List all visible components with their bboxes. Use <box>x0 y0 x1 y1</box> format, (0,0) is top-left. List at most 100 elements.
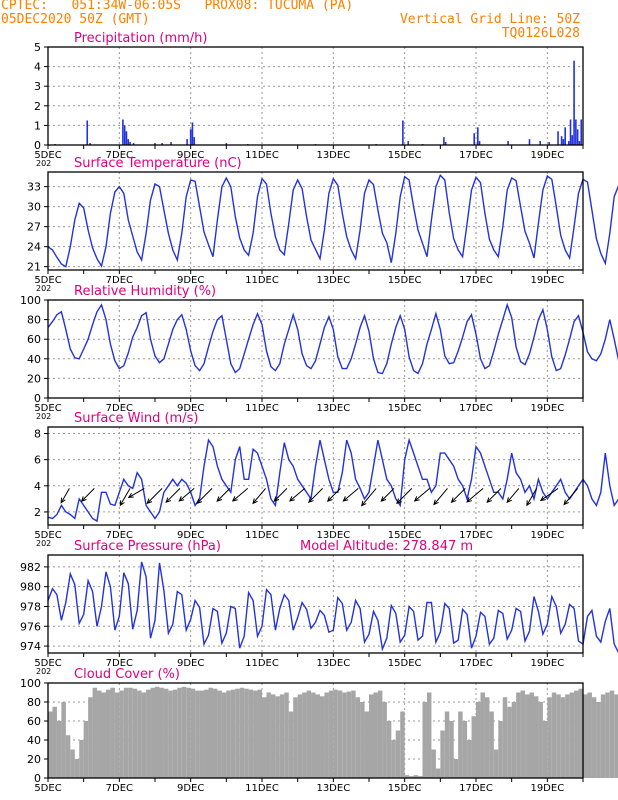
precip-bar <box>571 135 574 145</box>
wind-arrow <box>216 488 231 502</box>
rh-xtick-label: 5DEC <box>34 403 61 414</box>
precip-bar <box>443 137 445 145</box>
cloud-cover-bar <box>248 689 254 778</box>
precip-bar <box>193 137 196 145</box>
header-station-line: CPTEC: 051:34W-06:05S PROX08: TUCUMA (PA… <box>1 0 354 13</box>
cloud-cover-bar <box>489 711 494 778</box>
precip-xtick-label: 13DEC <box>316 150 350 161</box>
cloud-cover-bar <box>520 690 526 778</box>
precip-ytick-label: 0 <box>34 139 41 152</box>
precip-bar <box>580 119 583 145</box>
wind-arrow <box>327 488 341 502</box>
precip-bar <box>562 139 565 145</box>
cloud-ytick-label: 60 <box>27 715 41 728</box>
cloud-cover-bar <box>560 697 566 778</box>
precip-bar <box>548 142 550 145</box>
precip-bar <box>89 143 91 145</box>
pres-ytick-label: 982 <box>20 561 41 574</box>
wind-ytick-label: 8 <box>34 428 41 441</box>
cloud-cover-bar <box>578 688 584 778</box>
wind-arrow <box>81 488 95 502</box>
wind-xtick-label: 11DEC <box>245 530 279 541</box>
cloud-cover-bar <box>235 688 240 778</box>
cloud-cover-bar <box>583 694 588 778</box>
temp-ytick-label: 30 <box>27 201 41 214</box>
wind-arrow-head <box>342 496 349 502</box>
cloud-cover-bar <box>498 721 503 778</box>
cloud-cover-bar <box>360 702 365 778</box>
pres-frame <box>47 554 584 654</box>
wind-arrow-head <box>360 500 367 507</box>
cloud-cover-bar <box>547 697 552 778</box>
rh-ytick-label: 20 <box>27 372 41 385</box>
cloud-cover-bar <box>591 697 597 778</box>
cloud-xtick-label: 15DEC <box>388 783 422 794</box>
cloud-cover-bar <box>533 696 539 778</box>
cloud-ytick-label: 40 <box>27 734 41 747</box>
cloud-cover-bar <box>551 692 557 778</box>
header-date-line: 05DEC2020 50Z (GMT) <box>1 12 150 27</box>
pres-year-stub: 202 <box>36 667 51 676</box>
cloud-cover-bar <box>61 702 66 778</box>
rh-xtick-label: 13DEC <box>316 403 350 414</box>
wind-arrow <box>343 488 359 502</box>
cloud-cover-bar <box>101 692 106 778</box>
cloud-cover-bar <box>333 689 338 778</box>
cloud-cover-bar <box>105 689 111 778</box>
cloud-cover-bar <box>609 690 615 778</box>
cloud-cover-bar <box>493 749 499 778</box>
wind-arrow-head <box>231 496 238 502</box>
pres-xtick-label: 5DEC <box>34 658 61 669</box>
wind-title: Surface Wind (m/s) <box>74 411 198 426</box>
cloud-cover-bar <box>302 692 307 778</box>
precip-frame <box>47 46 584 146</box>
temp-year-stub: 202 <box>36 284 51 293</box>
cloud-cover-bar <box>79 740 84 778</box>
model-altitude-label: Model Altitude: 278.847 m <box>300 539 473 554</box>
cloud-cover-bar <box>404 775 410 778</box>
cloud-cover-bar <box>453 759 459 778</box>
cloud-cover-bar <box>159 687 164 778</box>
wind-arrow <box>232 488 249 502</box>
cloud-cover-bar <box>386 721 392 778</box>
temp-xtick-label: 7DEC <box>106 275 133 286</box>
precip-ytick-label: 5 <box>34 41 41 54</box>
cloud-cover-bar <box>382 702 387 778</box>
pres-xtick-label: 7DEC <box>106 658 133 669</box>
cloud-cover-bar <box>204 689 209 778</box>
precip-bar <box>444 142 447 145</box>
wind-arrow-head <box>486 497 493 504</box>
rh-xtick-label: 7DEC <box>106 403 133 414</box>
rh-year-stub: 202 <box>36 412 51 421</box>
temp-xtick-label: 9DEC <box>177 275 204 286</box>
wind-arrow <box>196 488 213 504</box>
cloud-cover-bar <box>484 697 490 778</box>
pres-ytick-label: 974 <box>20 640 41 653</box>
cloud-cover-bar <box>418 776 423 778</box>
precip-xtick-label: 5DEC <box>34 150 61 161</box>
cloud-cover-bar <box>217 690 222 778</box>
precip-bar <box>129 142 131 145</box>
temp-ytick-label: 33 <box>27 181 41 194</box>
cloud-cover-bar <box>462 721 468 778</box>
cloud-cover-bar <box>507 706 512 778</box>
temp-xtick-label: 13DEC <box>316 275 350 286</box>
wind-arrow-head <box>308 497 314 504</box>
cloud-cover-bar <box>150 687 156 778</box>
temp-title: Surface Temperature (nC) <box>74 156 242 171</box>
precip-xtick-label: 7DEC <box>106 150 133 161</box>
wind-arrow <box>178 488 195 502</box>
wind-arrow-head <box>60 497 66 504</box>
precip-bar <box>189 129 192 145</box>
temp-xtick-label: 19DEC <box>530 275 564 286</box>
temp-frame <box>47 171 584 271</box>
cloud-xtick-label: 9DEC <box>177 783 204 794</box>
wind-arrow-head <box>165 497 172 504</box>
precip-xtick-label: 15DEC <box>388 150 422 161</box>
wind-arrow <box>273 488 288 502</box>
wind-year-stub: 202 <box>36 539 51 548</box>
cloud-xtick-label: 5DEC <box>34 783 61 794</box>
temp-xtick-label: 17DEC <box>459 275 493 286</box>
wind-arrow-head <box>563 499 569 506</box>
cloud-cover-bar <box>476 702 481 778</box>
